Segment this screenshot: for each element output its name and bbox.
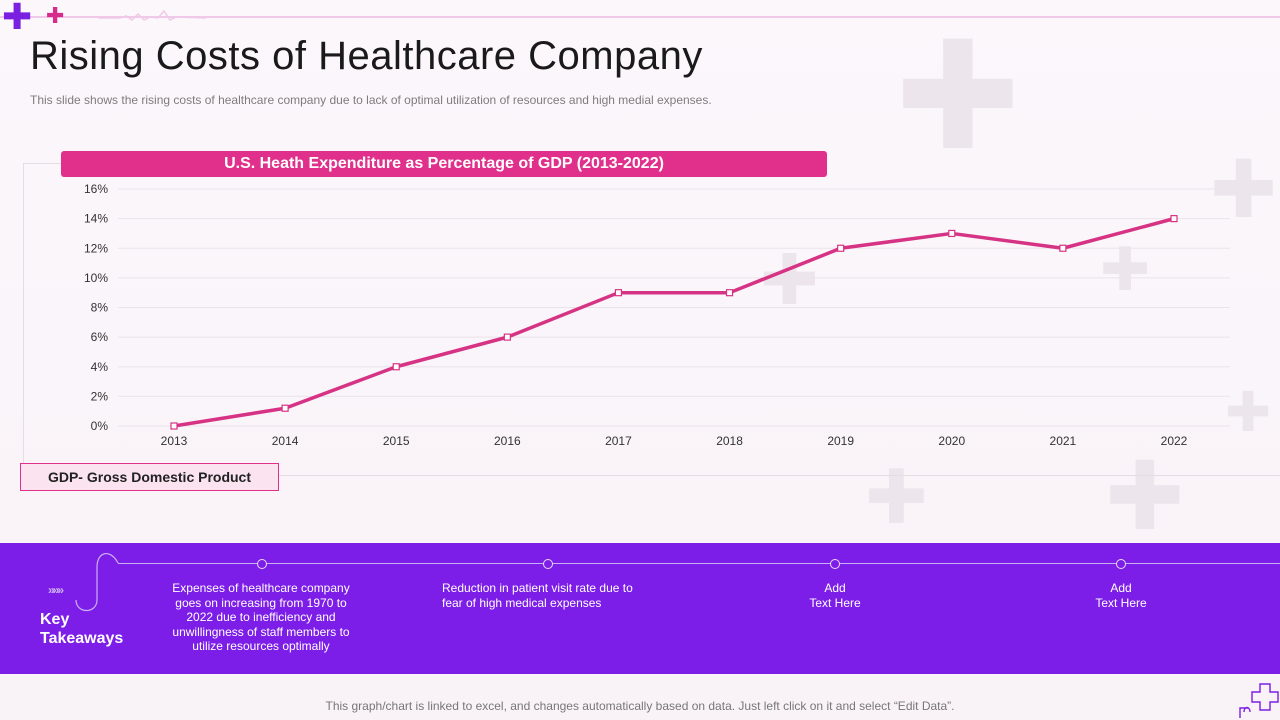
timeline-curve-icon (75, 553, 119, 612)
timeline-dot (543, 559, 553, 569)
key-takeaways-band (0, 543, 1280, 674)
footer-note: This graph/chart is linked to excel, and… (325, 699, 955, 713)
medical-plus-small-icon: ✚ (46, 4, 65, 29)
background-cross-icon: ✚ (1105, 442, 1185, 552)
y-tick-label: 14% (84, 212, 108, 226)
line-chart[interactable]: 0%2%4%6%8%10%12%14%16% 2013 2014 2015 2016 2… (0, 0, 1280, 480)
background-cross-icon: ✚ (895, 10, 1021, 184)
x-tick-label: 2017 (605, 434, 632, 448)
chart-frame-top (23, 163, 63, 164)
y-axis-ticks: 0% 2% 4% 6% 8% 10% 12% 14% 16% (84, 182, 108, 433)
series-line (173, 216, 1175, 428)
y-tick-label: 10% (84, 271, 108, 285)
y-tick-label: 16% (84, 182, 108, 196)
x-tick-label: 2019 (827, 434, 854, 448)
timeline-dot (830, 559, 840, 569)
data-point[interactable] (503, 333, 511, 341)
x-tick-label: 2015 (383, 434, 410, 448)
y-tick-label: 12% (84, 241, 108, 255)
chart-frame-left (23, 163, 24, 475)
takeaway-item-3-line2: Text Here (809, 595, 861, 610)
chart-series (170, 215, 1178, 430)
background-cross-icon: ✚ (1100, 235, 1151, 305)
data-point[interactable] (1170, 215, 1178, 223)
chart-frame-bottom (23, 475, 1280, 476)
background-cross-icon: ✚ (760, 239, 819, 321)
chart-gridlines (118, 188, 1230, 427)
slide-subtitle: This slide shows the rising costs of hea… (30, 93, 712, 107)
takeaway-item-4-line2: Text Here (1095, 595, 1147, 610)
timeline-dot (1116, 559, 1126, 569)
x-tick-label: 2022 (1161, 434, 1188, 448)
data-point[interactable] (281, 404, 289, 412)
x-tick-label: 2018 (716, 434, 743, 448)
y-tick-label: 0% (91, 419, 109, 433)
gdp-footnote-box: GDP- Gross Domestic Product (20, 463, 279, 491)
data-point[interactable] (948, 229, 956, 238)
top-divider-line (0, 16, 1280, 18)
heartbeat-line-icon (98, 9, 207, 21)
takeaway-item-3: Add Text Here (735, 581, 935, 610)
takeaway-item-3-line1: Add (824, 581, 846, 595)
chevrons-right-icon: »»» (48, 583, 64, 597)
data-point[interactable] (837, 244, 845, 252)
takeaway-item-1: Expenses of healthcare company goes on i… (172, 581, 350, 653)
y-tick-label: 4% (91, 360, 109, 374)
takeaway-item-4-line1: Add (1110, 581, 1132, 595)
y-tick-label: 2% (91, 389, 109, 403)
x-axis-ticks: 2013 2014 2015 2016 2017 2018 2019 2020 2021 2022 (161, 434, 1188, 448)
medical-plus-icon: ✚ (2, 0, 33, 38)
data-point[interactable] (392, 363, 400, 371)
data-point[interactable] (1059, 244, 1067, 252)
x-tick-label: 2021 (1050, 434, 1077, 448)
key-takeaways-heading: Key Takeaways (40, 610, 123, 648)
y-tick-label: 6% (91, 330, 109, 344)
x-tick-label: 2016 (494, 434, 521, 448)
data-point[interactable] (614, 289, 623, 297)
key-takeaways-heading-line1: Key (40, 611, 70, 628)
slide-title: Rising Costs of Healthcare Company (30, 34, 703, 78)
x-tick-label: 2014 (272, 434, 299, 448)
medical-cross-outline-icon (1239, 683, 1279, 718)
chart-title-banner: U.S. Heath Expenditure as Percentage of … (61, 151, 827, 177)
data-point[interactable] (170, 422, 178, 430)
background-cross-icon: ✚ (865, 453, 928, 541)
x-tick-label: 2020 (938, 434, 965, 448)
key-takeaways-heading-line2: Takeaways (40, 630, 124, 647)
background-cross-icon: ✚ (1225, 380, 1272, 444)
takeaway-item-2: Reduction in patient visit rate due to f… (442, 581, 633, 610)
data-point[interactable] (725, 289, 734, 297)
x-tick-label: 2013 (161, 434, 188, 448)
takeaway-item-4: Add Text Here (1021, 581, 1221, 610)
timeline-line (118, 563, 1280, 564)
y-tick-label: 8% (91, 301, 109, 315)
timeline-dot (257, 559, 267, 569)
